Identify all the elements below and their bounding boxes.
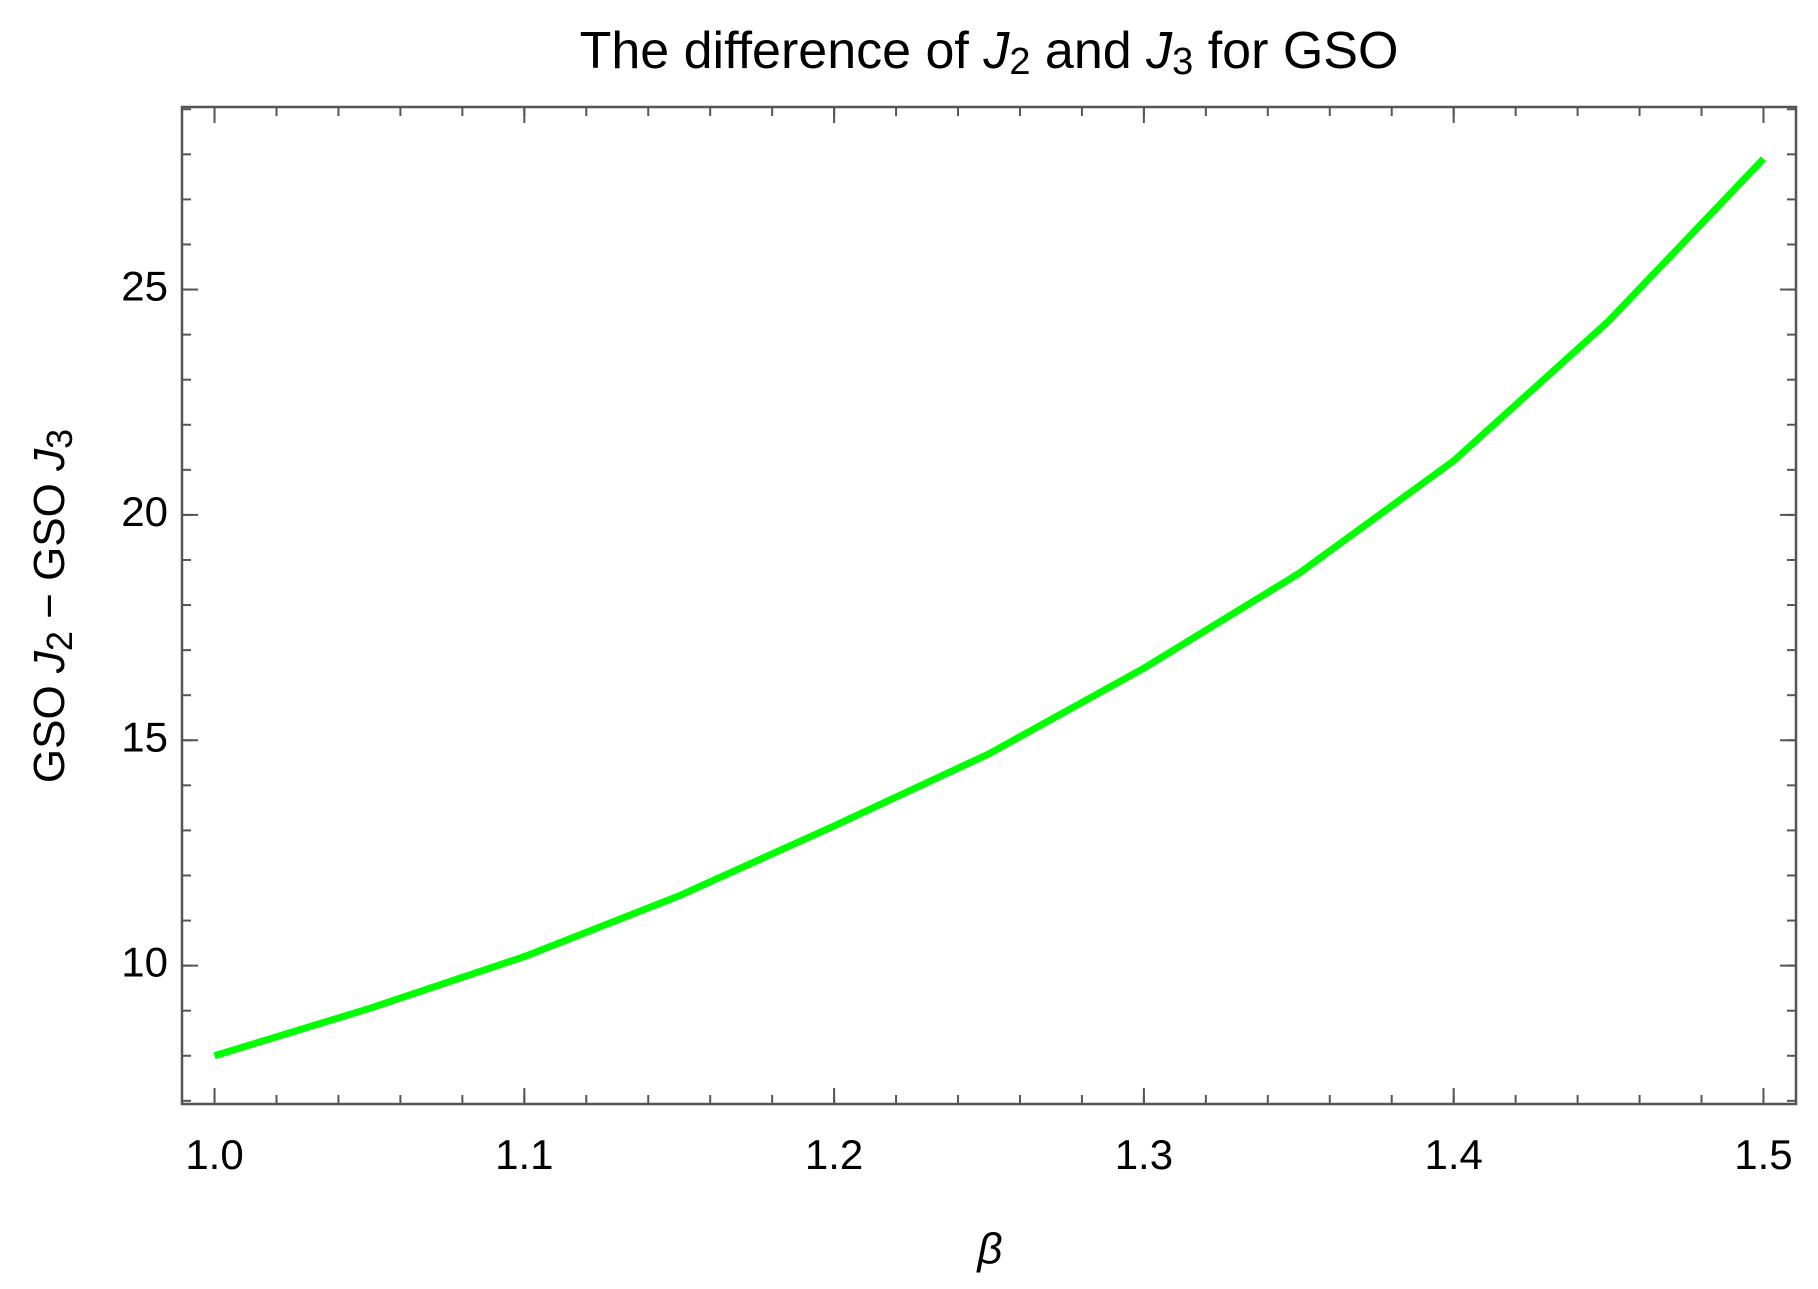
x-tick-label: 1.1 [495,1131,553,1178]
y-label-part: J [25,650,74,674]
y-label-part: J [25,448,74,472]
y-label-part: 2 [39,631,80,651]
y-axis-label: GSO J2 − GSO J3 [25,429,80,783]
y-label-part: 3 [39,429,80,449]
x-tick-label: 1.5 [1734,1131,1792,1178]
title-part: and [1030,22,1146,80]
title-part: 3 [1172,41,1193,83]
title-part: 2 [1009,41,1030,83]
title-part: The difference of [580,22,984,80]
x-tick-label: 1.2 [805,1131,863,1178]
y-label-part: GSO [25,673,74,783]
title-part: for GSO [1193,22,1398,80]
title-part: J [1145,22,1173,80]
x-axis-label: β [975,1225,1002,1274]
y-tick-label: 15 [121,713,168,760]
x-tick-label: 1.3 [1115,1131,1173,1178]
title-part: J [982,22,1010,80]
data-line [213,156,1767,1060]
y-tick-label: 10 [121,939,168,986]
y-tick-label: 20 [121,488,168,535]
y-label-part: − GSO [25,471,74,631]
x-tick-label: 1.0 [185,1131,243,1178]
y-tick-label: 25 [121,263,168,310]
x-tick-label: 1.4 [1424,1131,1482,1178]
chart-title: The difference of J2 and J3 for GSO [580,22,1399,83]
